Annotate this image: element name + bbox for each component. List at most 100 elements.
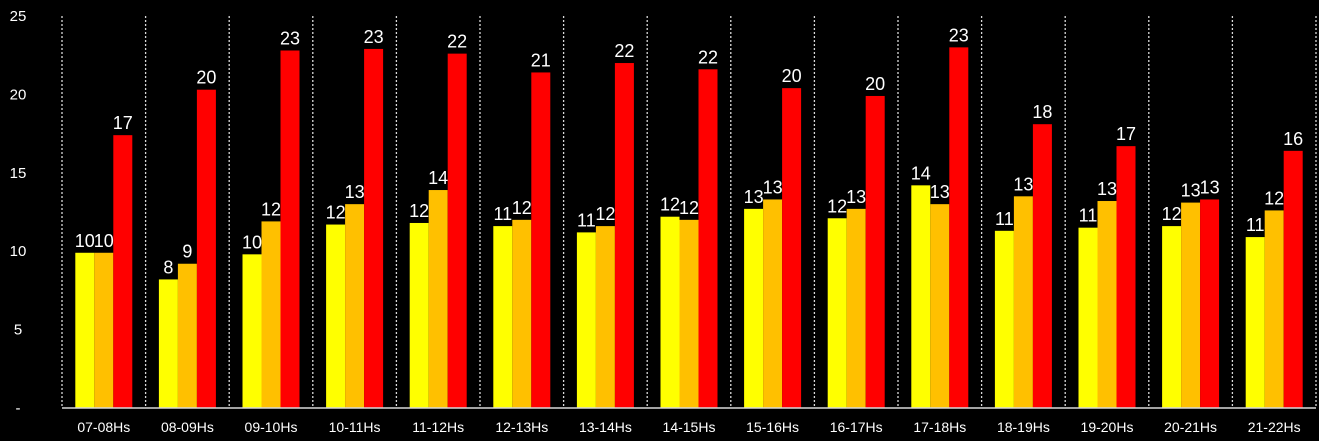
bar [763,199,783,408]
y-tick-label: 20 [10,86,27,103]
data-label: 14 [911,163,931,183]
data-label: 13 [345,182,365,202]
data-label: 8 [163,257,173,277]
y-tick-label: 10 [10,243,27,260]
bar [1200,199,1220,408]
data-label: 12 [660,195,680,215]
data-label: 17 [113,113,133,133]
bar [698,69,718,408]
data-label: 20 [782,66,802,86]
bar [911,185,931,408]
data-label: 18 [1032,102,1052,122]
data-label: 11 [1246,215,1265,235]
x-tick-label: 13-14Hs [579,419,632,435]
data-label: 10 [94,231,114,251]
bar [261,221,281,408]
y-tick-label: - [16,400,21,417]
y-tick-label: 15 [10,165,27,182]
bar [1078,227,1098,408]
bar [782,88,802,409]
bar [1245,237,1265,408]
data-label: 9 [182,242,192,262]
x-tick-label: 11-12Hs [412,419,464,435]
bar [1162,226,1182,408]
data-label: 23 [364,27,384,47]
data-label: 12 [1162,204,1182,224]
data-label: 13 [1200,177,1220,197]
data-label: 13 [930,182,950,202]
bar [409,222,429,408]
bar [75,252,95,408]
data-label: 12 [827,196,847,216]
data-label: 22 [698,47,718,67]
bar [1181,202,1201,408]
bar [994,230,1014,408]
data-label: 10 [75,231,95,251]
data-label: 20 [865,74,885,94]
data-label: 11 [577,210,596,230]
y-tick-label: 5 [14,322,22,339]
bar [493,226,513,408]
bar [345,204,365,408]
bar [1264,210,1284,408]
bar [364,48,384,408]
data-label: 13 [744,187,764,207]
bar [576,232,596,408]
bar [242,254,262,408]
x-tick-label: 09-10Hs [245,419,298,435]
bar [949,47,969,409]
data-label: 23 [949,25,969,45]
data-label: 13 [846,187,866,207]
data-label: 20 [196,68,216,88]
x-tick-label: 08-09Hs [161,419,214,435]
bar [531,72,551,408]
bar [930,204,950,408]
bar [744,208,764,408]
bar [865,95,885,408]
bar [94,252,114,408]
data-label: 12 [409,201,429,221]
data-label: 17 [1116,124,1136,144]
bar [428,190,448,408]
data-label: 11 [995,209,1014,229]
data-label: 13 [763,177,783,197]
data-label: 21 [531,50,551,70]
bar [679,219,699,408]
data-label: 14 [428,168,448,188]
data-label: 12 [679,198,699,218]
bar [846,208,866,408]
data-label: 13 [1013,174,1033,194]
bar [158,279,178,408]
bar [1116,146,1136,409]
data-label: 12 [512,198,532,218]
data-label: 23 [280,28,300,48]
bars [75,47,1303,409]
data-label: 12 [261,199,281,219]
bar [447,53,467,409]
gridlines [61,16,1317,408]
data-label: 12 [1264,188,1284,208]
x-tick-label: 16-17Hs [830,419,883,435]
bar [280,50,300,408]
bar [113,135,133,408]
x-tick-label: 21-22Hs [1248,419,1301,435]
bar [660,216,680,408]
x-tick-label: 17-18Hs [913,419,966,435]
bar [196,89,216,409]
bar [326,224,346,408]
x-tick-label: 18-19Hs [997,419,1050,435]
bar [512,219,532,408]
x-tick-label: 15-16Hs [746,419,799,435]
data-label: 22 [447,32,467,52]
x-tick-label: 12-13Hs [495,419,548,435]
bar [1032,124,1052,408]
x-tick-label: 20-21Hs [1164,419,1217,435]
bar [595,226,615,408]
bar [827,218,847,408]
y-axis: - 5 10 15 20 25 [10,8,27,417]
data-label: 10 [242,232,262,252]
y-tick-label: 25 [10,8,27,25]
bar [614,63,634,408]
data-label: 22 [614,41,634,61]
